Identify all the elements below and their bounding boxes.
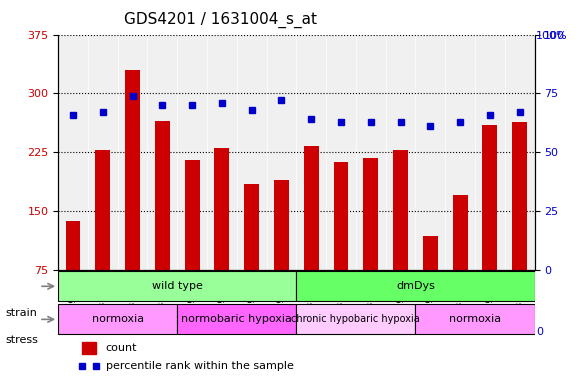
Bar: [95, 150, 110, 270]
Text: normoxia: normoxia: [449, 314, 501, 324]
Bar: [66, 221, 80, 270]
Text: percentile rank within the sample: percentile rank within the sample: [106, 361, 293, 371]
Text: dmDys: dmDys: [396, 281, 435, 291]
Bar: [185, 160, 199, 270]
Bar: [512, 122, 527, 270]
FancyBboxPatch shape: [58, 271, 296, 301]
Bar: [244, 184, 259, 270]
FancyBboxPatch shape: [296, 305, 415, 334]
Text: normobaric hypoxia: normobaric hypoxia: [181, 314, 292, 324]
Bar: [363, 158, 378, 270]
Bar: [393, 150, 408, 270]
Bar: [125, 70, 140, 270]
Bar: [82, 342, 96, 354]
Text: GDS4201 / 1631004_s_at: GDS4201 / 1631004_s_at: [124, 12, 317, 28]
FancyBboxPatch shape: [296, 271, 535, 301]
Text: wild type: wild type: [152, 281, 203, 291]
Text: chronic hypobaric hypoxia: chronic hypobaric hypoxia: [292, 314, 420, 324]
Text: 100%: 100%: [536, 31, 568, 41]
Text: count: count: [106, 343, 137, 353]
Bar: [304, 146, 318, 270]
Text: strain: strain: [6, 308, 38, 318]
Bar: [423, 236, 437, 270]
Bar: [214, 148, 229, 270]
Text: 0: 0: [536, 327, 543, 337]
FancyBboxPatch shape: [177, 305, 296, 334]
Bar: [155, 121, 170, 270]
Bar: [482, 125, 497, 270]
Bar: [453, 195, 468, 270]
Text: stress: stress: [6, 335, 39, 345]
FancyBboxPatch shape: [58, 305, 177, 334]
Bar: [274, 180, 289, 270]
Text: normoxia: normoxia: [92, 314, 144, 324]
Bar: [333, 162, 349, 270]
FancyBboxPatch shape: [415, 305, 535, 334]
